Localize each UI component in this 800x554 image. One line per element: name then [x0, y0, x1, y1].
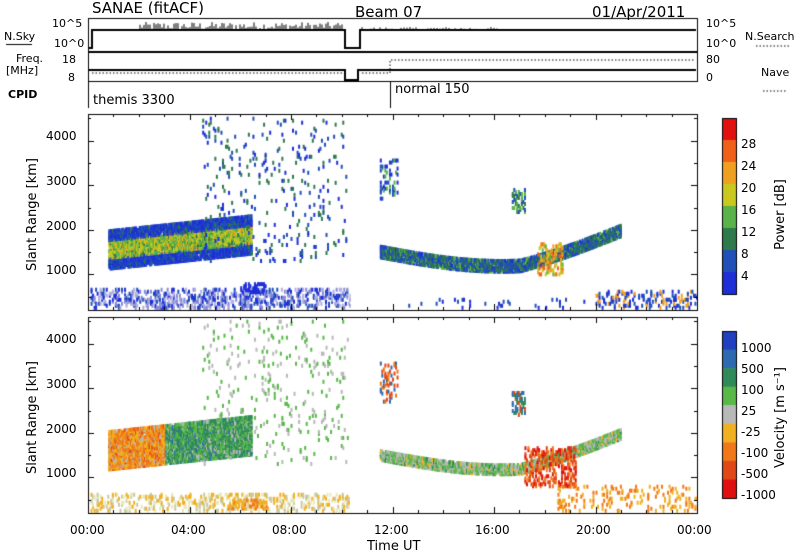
power-cb-tick-12: 12 — [741, 225, 757, 239]
xtick-1600: 16:00 — [475, 523, 510, 537]
power-ytick-4000: 4000 — [46, 129, 77, 143]
cpid-mode-normal: normal 150 — [395, 82, 470, 97]
velocity-cb-tick-1000: 1000 — [741, 341, 772, 355]
velocity-cb-tick-100: 100 — [741, 383, 764, 397]
velocity-cb-tick-neg1000: -1000 — [741, 488, 776, 502]
velocity-ylabel: Slant Range [km] — [24, 361, 40, 474]
station-title: SANAE (fitACF) — [92, 0, 204, 17]
velocity-cb-tick-neg500: -500 — [741, 467, 769, 481]
freq-tick-high: 18 — [62, 53, 76, 66]
velocity-ytick-4000: 4000 — [46, 332, 77, 346]
cpid-label: CPID — [8, 88, 38, 101]
nsearch-tick-low: 10^0 — [706, 37, 737, 50]
velocity-ytick-1000: 1000 — [46, 466, 77, 480]
velocity-ytick-3000: 3000 — [46, 377, 77, 391]
velocity-cb-tick-500: 500 — [741, 362, 764, 376]
cpid-mode-themis: themis 3300 — [93, 93, 175, 108]
freq-label-line1: Freq. — [16, 52, 44, 65]
nsearch-label: N.Search — [745, 30, 795, 43]
power-colorbar-label: Power [dB] — [772, 179, 788, 250]
power-ylabel: Slant Range [km] — [24, 158, 40, 271]
xtick-0000: 00:00 — [70, 523, 105, 537]
beam-title: Beam 07 — [355, 3, 423, 21]
nsky-tick-high: 10^5 — [52, 17, 83, 30]
xtick-1200: 12:00 — [374, 523, 409, 537]
nave-tick-low: 0 — [706, 71, 713, 84]
velocity-cb-tick-25: 25 — [741, 404, 757, 418]
power-cb-tick-4: 4 — [741, 269, 749, 283]
nsky-label: N.Sky — [4, 30, 36, 43]
xtick-0800: 08:00 — [272, 523, 307, 537]
velocity-cb-tick-neg25: -25 — [741, 425, 761, 439]
freq-tick-low: 8 — [68, 71, 75, 84]
velocity-ytick-2000: 2000 — [46, 422, 77, 436]
xtick-2000: 20:00 — [576, 523, 611, 537]
velocity-colorbar-label: Velocity [m s⁻¹] — [772, 367, 788, 468]
freq-label-line2: [MHz] — [6, 64, 39, 77]
nsearch-tick-high: 10^5 — [706, 17, 737, 30]
power-cb-tick-8: 8 — [741, 247, 749, 261]
power-ytick-3000: 3000 — [46, 174, 77, 188]
power-ytick-1000: 1000 — [46, 263, 77, 277]
xlabel: Time UT — [367, 539, 421, 554]
xtick-0000-end: 00:00 — [677, 523, 712, 537]
velocity-cb-tick-neg100: -100 — [741, 446, 769, 460]
xtick-0400: 04:00 — [171, 523, 206, 537]
power-cb-tick-20: 20 — [741, 181, 757, 195]
power-cb-tick-28: 28 — [741, 137, 757, 151]
power-cb-tick-24: 24 — [741, 159, 757, 173]
power-ytick-2000: 2000 — [46, 219, 77, 233]
power-cb-tick-16: 16 — [741, 203, 757, 217]
nave-label: Nave — [761, 66, 790, 79]
date-label: 01/Apr/2011 — [592, 3, 686, 21]
nave-tick-high: 80 — [706, 53, 720, 66]
nsky-tick-low: 10^0 — [54, 37, 85, 50]
